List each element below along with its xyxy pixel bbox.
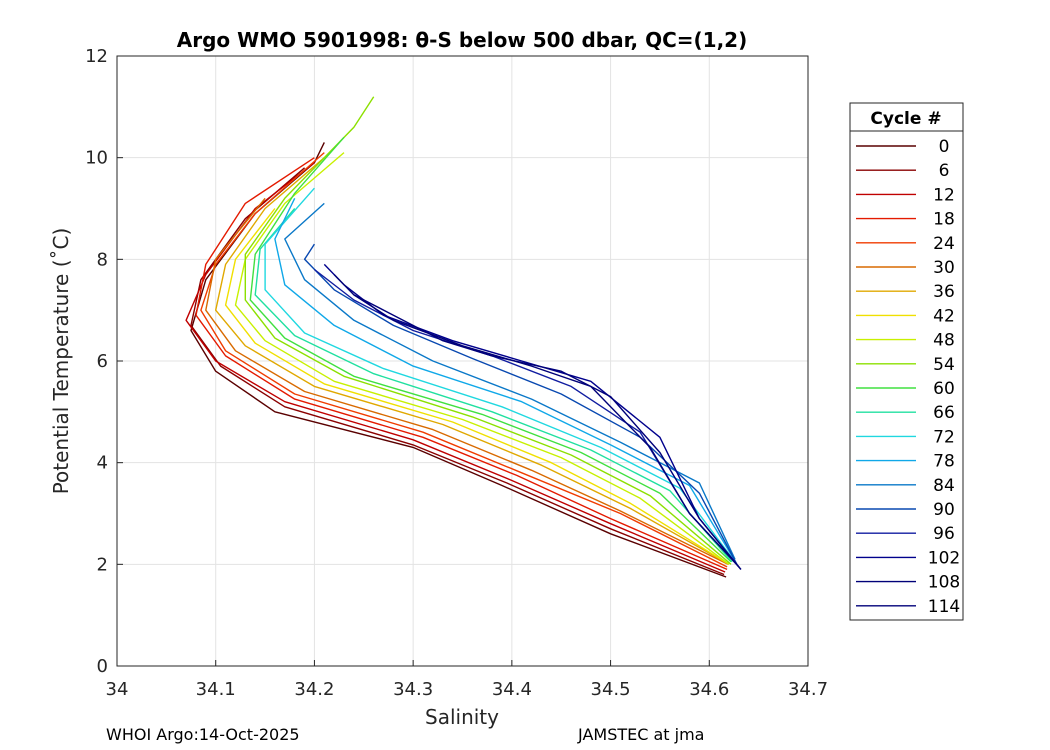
y-tick-label: 8 <box>97 249 108 270</box>
legend-label: 90 <box>933 500 955 520</box>
legend-label: 48 <box>933 331 955 351</box>
x-tick-label: 34.1 <box>196 679 236 700</box>
series-line-cycle-42 <box>224 208 730 565</box>
y-axis-ticks: 0 2 4 6 8 10 12 <box>85 46 123 677</box>
series-line-cycle-84 <box>284 202 736 560</box>
legend-label: 24 <box>933 234 955 254</box>
x-tick-label: 34.4 <box>492 679 532 700</box>
y-tick-label: 10 <box>85 148 108 169</box>
series-line-cycle-18 <box>195 157 728 571</box>
y-tick-label: 12 <box>85 46 108 67</box>
x-tick-label: 34.5 <box>591 679 631 700</box>
legend-label: 114 <box>928 597 960 617</box>
y-tick-label: 6 <box>97 351 108 372</box>
data-series <box>185 96 742 578</box>
legend-entries: 0 6 12 18 24 30 36 42 48 54 60 66 72 78 84 90 96 102 108 11… <box>856 137 960 617</box>
legend-label: 78 <box>933 452 955 472</box>
legend-label: 102 <box>928 548 960 568</box>
series-line-cycle-54 <box>244 96 732 565</box>
legend-label: 66 <box>933 403 955 423</box>
series-line-cycle-102 <box>323 263 742 570</box>
legend-label: 18 <box>933 210 955 230</box>
chart-title: Argo WMO 5901998: θ-S below 500 dbar, QC… <box>177 28 747 52</box>
series-line-cycle-114 <box>353 294 742 570</box>
x-tick-label: 34.6 <box>689 679 729 700</box>
legend-title: Cycle # <box>870 109 941 129</box>
y-axis-label: Potential Temperature (˚C) <box>49 228 73 495</box>
y-tick-label: 4 <box>97 453 108 474</box>
series-line-cycle-108 <box>333 274 740 568</box>
x-tick-label: 34 <box>106 679 129 700</box>
legend-label: 108 <box>928 573 960 593</box>
y-tick-label: 2 <box>97 554 108 575</box>
footer-left-text: WHOI Argo:14-Oct-2025 <box>106 725 300 744</box>
legend-label: 84 <box>933 476 955 496</box>
legend-label: 6 <box>939 161 950 181</box>
x-tick-label: 34.2 <box>294 679 334 700</box>
x-tick-label: 34.7 <box>788 679 828 700</box>
series-line-cycle-78 <box>274 197 735 560</box>
legend-label: 0 <box>939 137 950 157</box>
footer-right-text: JAMSTEC at jma <box>578 725 705 744</box>
series-line-cycle-60 <box>249 136 732 563</box>
legend-label: 96 <box>933 524 955 544</box>
series-line-cycle-72 <box>264 187 734 560</box>
legend: Cycle # 0 6 12 18 24 30 36 42 48 54 60 66 72 78 84 90 96… <box>849 102 964 621</box>
legend-label: 12 <box>933 185 955 205</box>
legend-label: 72 <box>933 427 955 447</box>
legend-label: 60 <box>933 379 955 399</box>
grid-lines <box>117 56 808 666</box>
legend-label: 54 <box>933 355 955 375</box>
x-tick-label: 34.3 <box>393 679 433 700</box>
legend-label: 42 <box>933 306 955 326</box>
series-line-cycle-30 <box>205 197 729 565</box>
series-line-cycle-36 <box>214 157 730 565</box>
x-axis-label: Salinity <box>425 705 499 729</box>
x-axis-ticks: 34 34.1 34.2 34.3 34.4 34.5 34.6 34.7 <box>106 660 828 700</box>
series-line-cycle-66 <box>254 208 733 563</box>
series-line-cycle-24 <box>200 152 728 568</box>
legend-label: 30 <box>933 258 955 278</box>
series-line-cycle-48 <box>234 152 730 565</box>
legend-label: 36 <box>933 282 955 302</box>
y-tick-label: 0 <box>97 656 108 677</box>
